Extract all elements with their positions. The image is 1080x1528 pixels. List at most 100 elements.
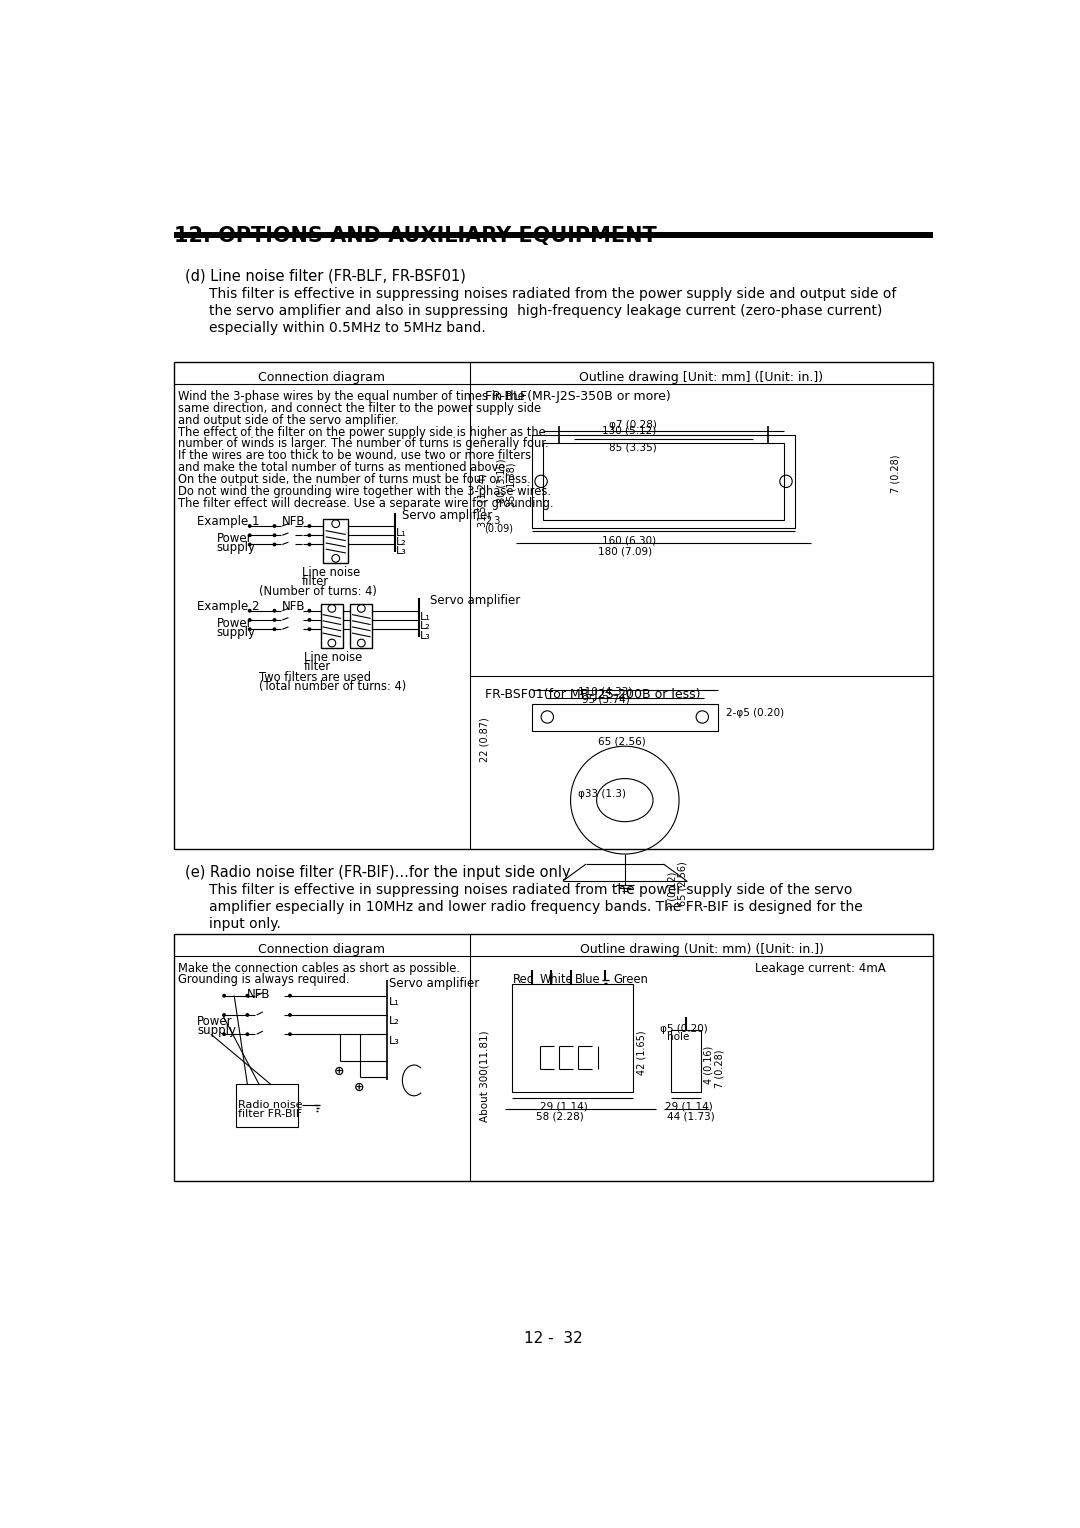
Text: NFB: NFB: [282, 601, 306, 613]
Text: supply: supply: [216, 541, 255, 555]
Text: 7 (0.28): 7 (0.28): [891, 454, 901, 494]
Text: L₂: L₂: [420, 622, 431, 631]
Text: 65 (2.56): 65 (2.56): [597, 736, 646, 747]
Circle shape: [308, 542, 311, 547]
Text: 65 (2.56): 65 (2.56): [677, 862, 688, 906]
Circle shape: [272, 542, 276, 547]
Text: Connection diagram: Connection diagram: [258, 943, 386, 957]
Text: 180 (7.09): 180 (7.09): [597, 547, 652, 556]
Text: ⊕: ⊕: [353, 1080, 364, 1094]
Bar: [321, 604, 342, 648]
Text: L₁: L₁: [389, 998, 400, 1007]
Circle shape: [245, 993, 249, 998]
Text: Example 2: Example 2: [197, 601, 259, 613]
Text: 2.3: 2.3: [485, 516, 501, 526]
Text: same direction, and connect the filter to the power supply side: same direction, and connect the filter t…: [178, 402, 541, 414]
Text: This filter is effective in suppressing noises radiated from the power supply si: This filter is effective in suppressing …: [208, 883, 852, 897]
Circle shape: [308, 608, 311, 613]
Text: 110 (4.33): 110 (4.33): [578, 688, 633, 697]
Text: 7 (0.28): 7 (0.28): [715, 1050, 725, 1088]
Text: This filter is effective in suppressing noises radiated from the power supply si: This filter is effective in suppressing …: [208, 287, 896, 301]
Text: Green: Green: [613, 973, 648, 986]
Text: 35 (1.38): 35 (1.38): [507, 461, 517, 507]
Text: L₃: L₃: [396, 545, 407, 556]
Text: filter FR-BIF: filter FR-BIF: [238, 1109, 302, 1118]
Text: L₂: L₂: [389, 1016, 400, 1027]
Bar: [531, 704, 718, 730]
Text: On the output side, the number of turns must be four or less.: On the output side, the number of turns …: [178, 474, 531, 486]
Text: Connection diagram: Connection diagram: [258, 371, 386, 384]
Text: (Total number of turns: 4): (Total number of turns: 4): [259, 680, 406, 694]
Bar: [512, 984, 633, 1093]
Bar: [350, 604, 373, 648]
Text: L₁: L₁: [396, 527, 407, 538]
Text: Power: Power: [216, 532, 252, 545]
Text: Grounding is always required.: Grounding is always required.: [178, 973, 350, 986]
Text: and output side of the servo amplifier.: and output side of the servo amplifier.: [178, 414, 399, 426]
Text: (0.09): (0.09): [484, 524, 513, 533]
Text: Make the connection cables as short as possible.: Make the connection cables as short as p…: [178, 961, 460, 975]
Text: Red: Red: [512, 973, 535, 986]
Text: 12 -  32: 12 - 32: [524, 1331, 583, 1346]
Text: Servo amplifier: Servo amplifier: [430, 594, 519, 607]
Circle shape: [247, 533, 252, 538]
Circle shape: [272, 628, 276, 631]
Text: 2-φ5 (0.20): 2-φ5 (0.20): [726, 707, 784, 718]
Text: FR-BLF(MR-J2S-350B or more): FR-BLF(MR-J2S-350B or more): [485, 390, 671, 403]
Circle shape: [308, 617, 311, 622]
Text: 29 (1.14): 29 (1.14): [665, 1102, 713, 1111]
Text: White: White: [540, 973, 573, 986]
Text: FR-BSF01(for MR-J2S-200B or less): FR-BSF01(for MR-J2S-200B or less): [485, 689, 701, 701]
Bar: [323, 520, 348, 562]
Circle shape: [288, 1033, 292, 1036]
Circle shape: [222, 1013, 226, 1018]
Text: φ5 (0.20): φ5 (0.20): [660, 1024, 707, 1034]
Circle shape: [308, 628, 311, 631]
Text: ⊕: ⊕: [334, 1065, 345, 1079]
Text: φ33 (1.3): φ33 (1.3): [578, 788, 626, 799]
Text: The filter effect will decrease. Use a separate wire for grounding.: The filter effect will decrease. Use a s…: [178, 497, 554, 510]
Circle shape: [308, 524, 311, 529]
Text: filter: filter: [303, 660, 332, 672]
Circle shape: [288, 1013, 292, 1018]
Text: 80 (3.15): 80 (3.15): [497, 458, 507, 503]
Text: 95 (3.74): 95 (3.74): [582, 695, 630, 704]
Text: Line noise: Line noise: [301, 565, 360, 579]
Text: 58 (2.28): 58 (2.28): [536, 1112, 583, 1122]
Text: φ7 (0.28): φ7 (0.28): [609, 420, 657, 429]
Bar: [174, 362, 933, 850]
Bar: [543, 443, 784, 520]
Text: 130 (5.12): 130 (5.12): [602, 426, 656, 435]
Bar: [174, 232, 933, 238]
Text: (Number of turns: 4): (Number of turns: 4): [259, 585, 377, 597]
Text: 42 (1.65): 42 (1.65): [636, 1030, 647, 1076]
Text: 160 (6.30): 160 (6.30): [602, 535, 656, 545]
Text: L₂: L₂: [396, 536, 407, 547]
Circle shape: [247, 524, 252, 529]
Text: Example 1: Example 1: [197, 515, 259, 529]
Text: Blue: Blue: [575, 973, 600, 986]
Text: Servo amplifier: Servo amplifier: [403, 509, 492, 523]
Text: supply: supply: [197, 1024, 237, 1038]
Circle shape: [247, 617, 252, 622]
Text: hole: hole: [667, 1031, 690, 1042]
Text: The effect of the filter on the power supply side is higher as the: The effect of the filter on the power su…: [178, 425, 546, 439]
Circle shape: [222, 1033, 226, 1036]
Circle shape: [288, 993, 292, 998]
Text: If the wires are too thick to be wound, use two or more filters: If the wires are too thick to be wound, …: [178, 449, 531, 463]
Text: 12. OPTIONS AND AUXILIARY EQUIPMENT: 12. OPTIONS AND AUXILIARY EQUIPMENT: [174, 226, 657, 246]
Text: NFB: NFB: [247, 989, 271, 1001]
Text: especially within 0.5MHz to 5MHz band.: especially within 0.5MHz to 5MHz band.: [208, 321, 485, 335]
Bar: [531, 435, 795, 527]
Text: 22 (0.87): 22 (0.87): [480, 717, 489, 762]
Text: Line noise: Line noise: [303, 651, 362, 663]
Text: 31.5 (1.24): 31.5 (1.24): [477, 474, 487, 527]
Text: Wind the 3-phase wires by the equal number of times in the: Wind the 3-phase wires by the equal numb…: [178, 390, 525, 403]
Text: (e) Radio noise filter (FR-BIF)...for the input side only: (e) Radio noise filter (FR-BIF)...for th…: [186, 865, 571, 880]
Circle shape: [272, 617, 276, 622]
Text: Outline drawing [Unit: mm] ([Unit: in.]): Outline drawing [Unit: mm] ([Unit: in.]): [580, 371, 824, 384]
Text: 44 (1.73): 44 (1.73): [667, 1112, 715, 1122]
Text: L₃: L₃: [420, 631, 431, 640]
Circle shape: [245, 1013, 249, 1018]
Circle shape: [222, 993, 226, 998]
